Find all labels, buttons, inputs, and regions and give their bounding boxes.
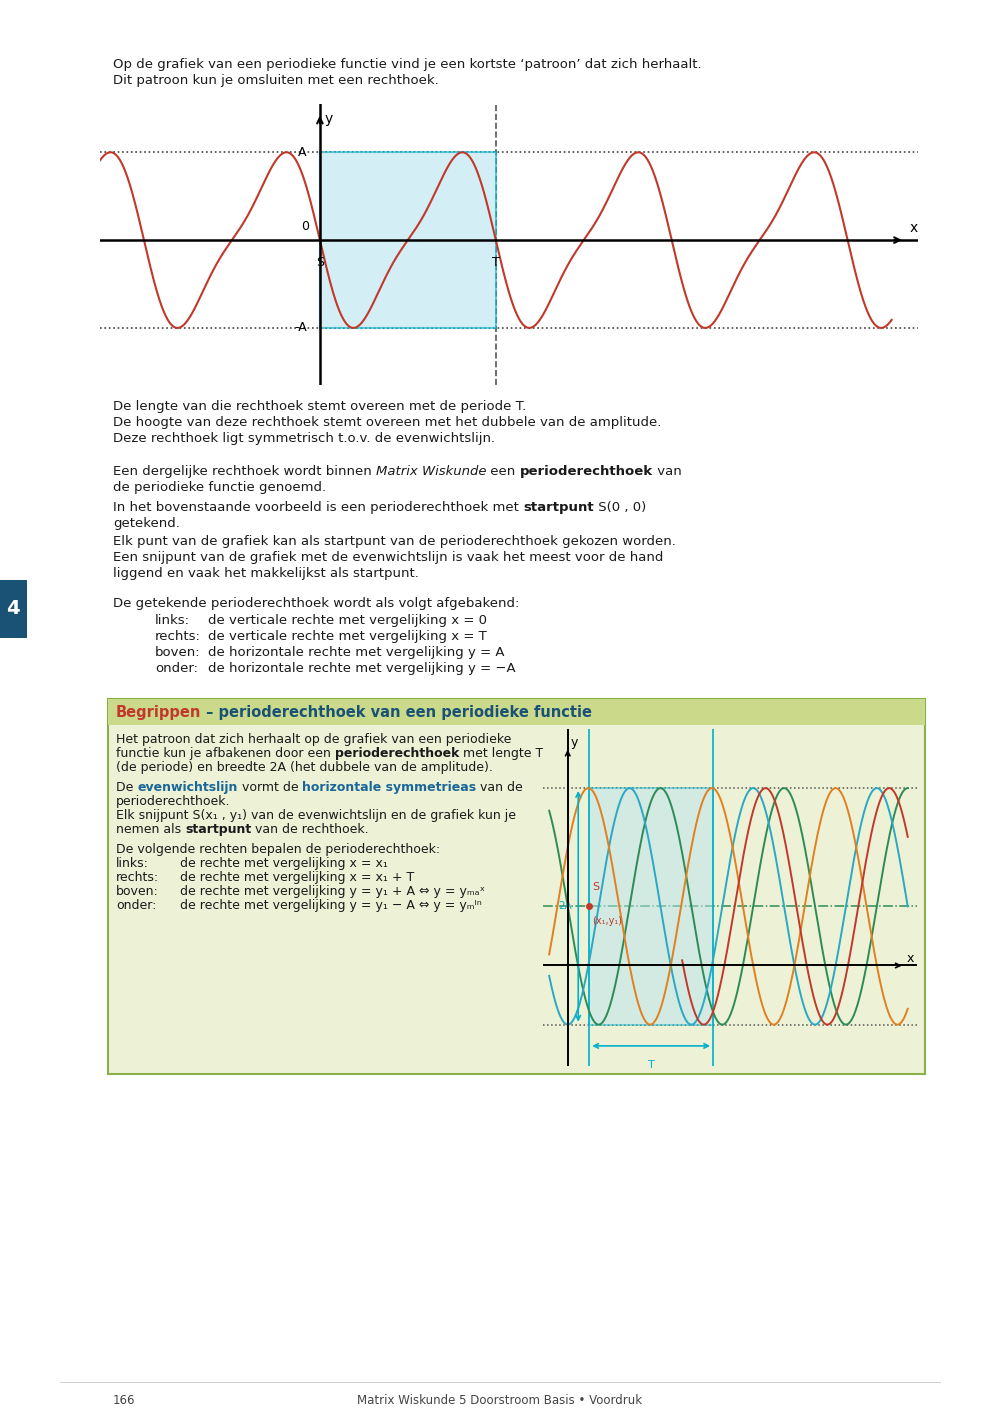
Text: van de: van de xyxy=(477,781,523,795)
Text: de rechte met vergelijking y = y₁ − A ⇔ y = yₘᴵⁿ: de rechte met vergelijking y = y₁ − A ⇔ … xyxy=(180,899,482,912)
Text: onder:: onder: xyxy=(116,899,156,912)
Text: getekend.: getekend. xyxy=(113,518,180,530)
Text: De volgende rechten bepalen de perioderechthoek:: De volgende rechten bepalen de periodere… xyxy=(116,843,440,855)
Text: rechts:: rechts: xyxy=(116,871,159,884)
Text: S(0 , 0): S(0 , 0) xyxy=(594,501,646,515)
Text: 166: 166 xyxy=(113,1394,136,1407)
Text: de verticale rechte met vergelijking x = 0: de verticale rechte met vergelijking x =… xyxy=(208,614,487,626)
Text: Matrix Wiskunde: Matrix Wiskunde xyxy=(376,465,486,478)
Text: S: S xyxy=(592,882,599,892)
Text: links:: links: xyxy=(116,857,149,870)
Text: liggend en vaak het makkelijkst als startpunt.: liggend en vaak het makkelijkst als star… xyxy=(113,567,419,580)
Text: boven:: boven: xyxy=(155,646,201,659)
Text: y: y xyxy=(571,737,578,749)
Text: x: x xyxy=(906,952,914,964)
Text: startpunt: startpunt xyxy=(523,501,594,515)
Text: vormt de: vormt de xyxy=(238,781,302,795)
Text: Dit patroon kun je omsluiten met een rechthoek.: Dit patroon kun je omsluiten met een rec… xyxy=(113,74,439,88)
Text: de rechte met vergelijking y = y₁ + A ⇔ y = yₘₐˣ: de rechte met vergelijking y = y₁ + A ⇔ … xyxy=(180,885,485,898)
Text: horizontale symmetrieas: horizontale symmetrieas xyxy=(302,781,477,795)
Text: de verticale rechte met vergelijking x = T: de verticale rechte met vergelijking x =… xyxy=(208,631,487,643)
Bar xyxy=(589,788,713,1025)
Text: (de periode) en breedte 2A (het dubbele van de amplitude).: (de periode) en breedte 2A (het dubbele … xyxy=(116,761,493,773)
Text: x: x xyxy=(909,221,917,235)
Text: Deze rechthoek ligt symmetrisch t.o.v. de evenwichtslijn.: Deze rechthoek ligt symmetrisch t.o.v. d… xyxy=(113,433,495,445)
Text: De: De xyxy=(116,781,137,795)
Text: perioderechthoek: perioderechthoek xyxy=(335,747,459,759)
Bar xyxy=(320,153,496,328)
Text: de horizontale rechte met vergelijking y = −A: de horizontale rechte met vergelijking y… xyxy=(208,662,516,674)
Text: Matrix Wiskunde 5 Doorstroom Basis • Voordruk: Matrix Wiskunde 5 Doorstroom Basis • Voo… xyxy=(357,1394,643,1407)
Text: De getekende perioderechthoek wordt als volgt afgebakend:: De getekende perioderechthoek wordt als … xyxy=(113,597,519,609)
Text: evenwichtslijn: evenwichtslijn xyxy=(137,781,238,795)
Bar xyxy=(0,580,27,638)
Text: In het bovenstaande voorbeeld is een perioderechthoek met: In het bovenstaande voorbeeld is een per… xyxy=(113,501,523,515)
Text: S: S xyxy=(316,256,324,269)
Text: met lengte T: met lengte T xyxy=(459,747,544,759)
Text: De hoogte van deze rechthoek stemt overeen met het dubbele van de amplitude.: De hoogte van deze rechthoek stemt overe… xyxy=(113,416,661,428)
Text: A: A xyxy=(298,146,307,158)
Text: startpunt: startpunt xyxy=(185,823,251,836)
Text: 4: 4 xyxy=(6,600,20,618)
Text: Elk snijpunt S(x₁ , y₁) van de evenwichtslijn en de grafiek kun je: Elk snijpunt S(x₁ , y₁) van de evenwicht… xyxy=(116,809,516,822)
Text: rechts:: rechts: xyxy=(155,631,201,643)
Text: de horizontale rechte met vergelijking y = A: de horizontale rechte met vergelijking y… xyxy=(208,646,505,659)
Text: T: T xyxy=(648,1060,655,1070)
Text: T: T xyxy=(492,256,500,269)
Text: – perioderechthoek van een periodieke functie: – perioderechthoek van een periodieke fu… xyxy=(201,704,592,720)
Text: van de rechthoek.: van de rechthoek. xyxy=(251,823,369,836)
Text: perioderechthoek: perioderechthoek xyxy=(520,465,653,478)
Text: perioderechthoek.: perioderechthoek. xyxy=(116,795,230,807)
Text: van: van xyxy=(653,465,682,478)
Text: y: y xyxy=(324,112,333,126)
Text: Begrippen: Begrippen xyxy=(116,704,201,720)
Text: -A: -A xyxy=(294,321,307,335)
Text: Een snijpunt van de grafiek met de evenwichtslijn is vaak het meest voor de hand: Een snijpunt van de grafiek met de evenw… xyxy=(113,551,663,564)
Text: Een dergelijke rechthoek wordt binnen: Een dergelijke rechthoek wordt binnen xyxy=(113,465,376,478)
Text: De lengte van die rechthoek stemt overeen met de periode T.: De lengte van die rechthoek stemt overee… xyxy=(113,400,526,413)
Text: Elk punt van de grafiek kan als startpunt van de perioderechthoek gekozen worden: Elk punt van de grafiek kan als startpun… xyxy=(113,534,676,549)
Text: een: een xyxy=(486,465,520,478)
Text: de rechte met vergelijking x = x₁ + T: de rechte met vergelijking x = x₁ + T xyxy=(180,871,414,884)
Bar xyxy=(108,699,925,1075)
Bar xyxy=(108,699,925,725)
Text: (x₁,y₁): (x₁,y₁) xyxy=(592,916,622,926)
Text: de periodieke functie genoemd.: de periodieke functie genoemd. xyxy=(113,481,326,493)
Text: Het patroon dat zich herhaalt op de grafiek van een periodieke: Het patroon dat zich herhaalt op de graf… xyxy=(116,732,511,747)
Text: onder:: onder: xyxy=(155,662,198,674)
Text: de rechte met vergelijking x = x₁: de rechte met vergelijking x = x₁ xyxy=(180,857,388,870)
Text: functie kun je afbakenen door een: functie kun je afbakenen door een xyxy=(116,747,335,759)
Text: nemen als: nemen als xyxy=(116,823,185,836)
Text: 2A: 2A xyxy=(558,901,572,912)
Text: boven:: boven: xyxy=(116,885,159,898)
Text: 0: 0 xyxy=(301,221,309,233)
Text: links:: links: xyxy=(155,614,190,626)
Text: Op de grafiek van een periodieke functie vind je een kortste ‘patroon’ dat zich : Op de grafiek van een periodieke functie… xyxy=(113,58,702,71)
